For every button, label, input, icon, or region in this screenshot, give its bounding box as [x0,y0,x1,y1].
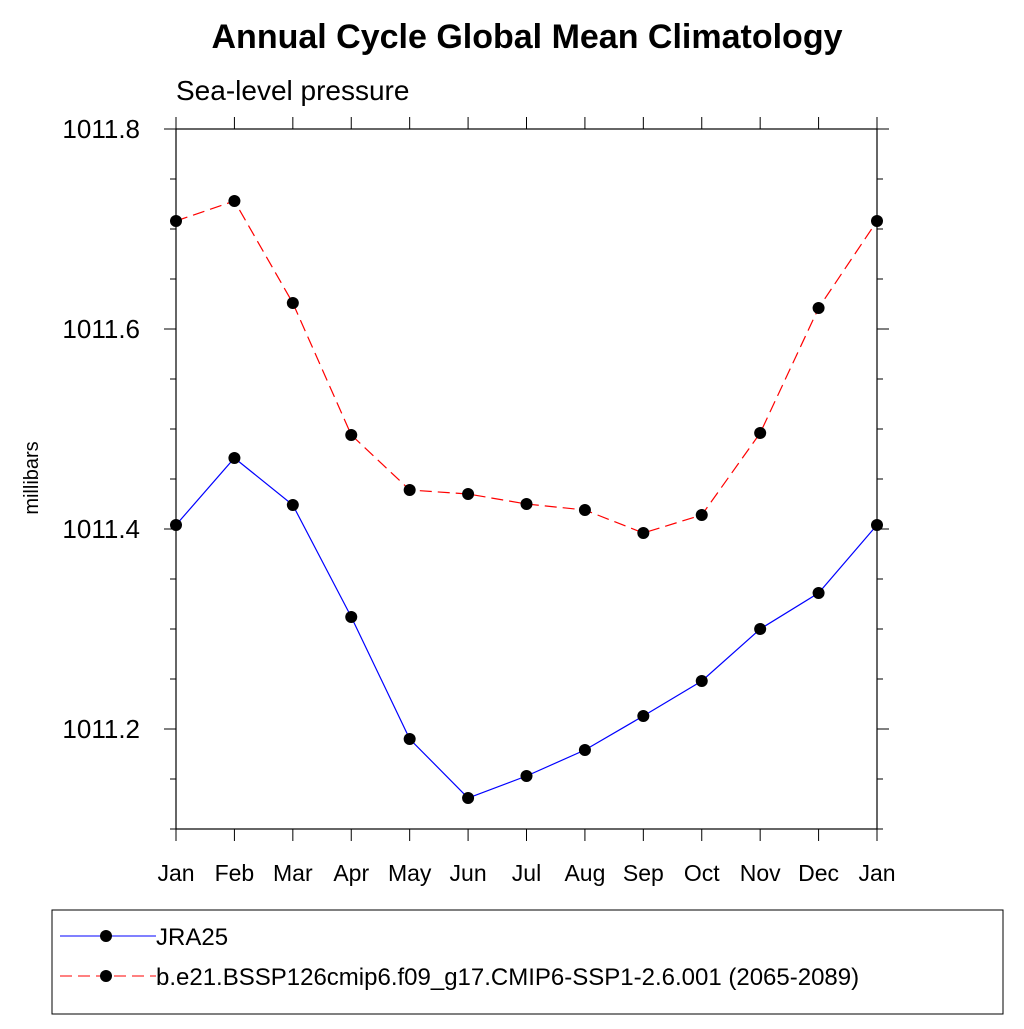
data-point [170,519,182,531]
y-tick-label: 1011.6 [62,314,140,344]
data-point [345,429,358,441]
data-point [228,195,241,207]
data-point [286,297,299,309]
data-point [228,452,241,464]
y-tick-label: 1011.4 [62,514,140,544]
data-point [286,499,299,511]
data-point [695,675,708,687]
data-point [578,744,591,756]
data-point [520,498,533,510]
series-line [175,200,878,534]
data-point [345,611,358,623]
data-point [754,427,767,439]
data-point [170,215,182,227]
data-point [403,733,416,745]
legend-label-jra25: JRA25 [156,924,228,951]
data-point [871,519,883,531]
y-tick-label: 1011.2 [62,714,140,744]
x-tick-label: Jan [858,860,895,886]
x-tick-label: Dec [798,860,839,886]
data-point [578,504,591,516]
legend-item-cmip6: b.e21.BSSP126cmip6.f09_g17.CMIP6-SSP1-2.… [60,964,859,991]
chart-title: Annual Cycle Global Mean Climatology [212,18,843,56]
data-point [637,527,650,539]
data-point [637,710,650,722]
data-point [462,792,475,804]
data-point [520,770,533,782]
data-point [812,587,825,599]
y-axis-label: millibars [21,441,43,514]
legend-item-jra25: JRA25 [60,924,228,951]
x-tick-label: Jan [157,860,194,886]
series-0 [170,452,883,804]
data-point [403,484,416,496]
legend-label-cmip6: b.e21.BSSP126cmip6.f09_g17.CMIP6-SSP1-2.… [156,964,859,991]
legend-marker-cmip6 [100,970,112,982]
plot-frame [175,128,878,830]
x-tick-label: Feb [215,860,255,886]
chart-subtitle: Sea-level pressure [176,75,409,106]
legend-box [51,909,1004,1015]
axes: 1011.2 1011.4 1011.6 1011.8 Jan Feb Mar Apr May J… [62,114,895,886]
x-tick-label: Aug [564,860,605,886]
y-tick-label: 1011.8 [62,114,140,144]
x-tick-label: May [388,860,432,886]
series-1 [170,195,883,539]
x-tick-label: Jul [512,860,541,886]
legend-marker-jra25 [100,930,112,942]
x-tick-label: Sep [623,860,664,886]
data-point [754,623,767,635]
x-tick-label: Nov [740,860,781,886]
x-tick-label: Mar [273,860,313,886]
data-point [695,509,708,521]
x-tick-label: Oct [684,860,720,886]
x-tick-label: Jun [450,860,487,886]
data-point [871,215,883,227]
data-point [812,302,825,314]
x-tick-label: Apr [333,860,369,886]
data-point [462,488,475,500]
data-series [170,195,883,804]
